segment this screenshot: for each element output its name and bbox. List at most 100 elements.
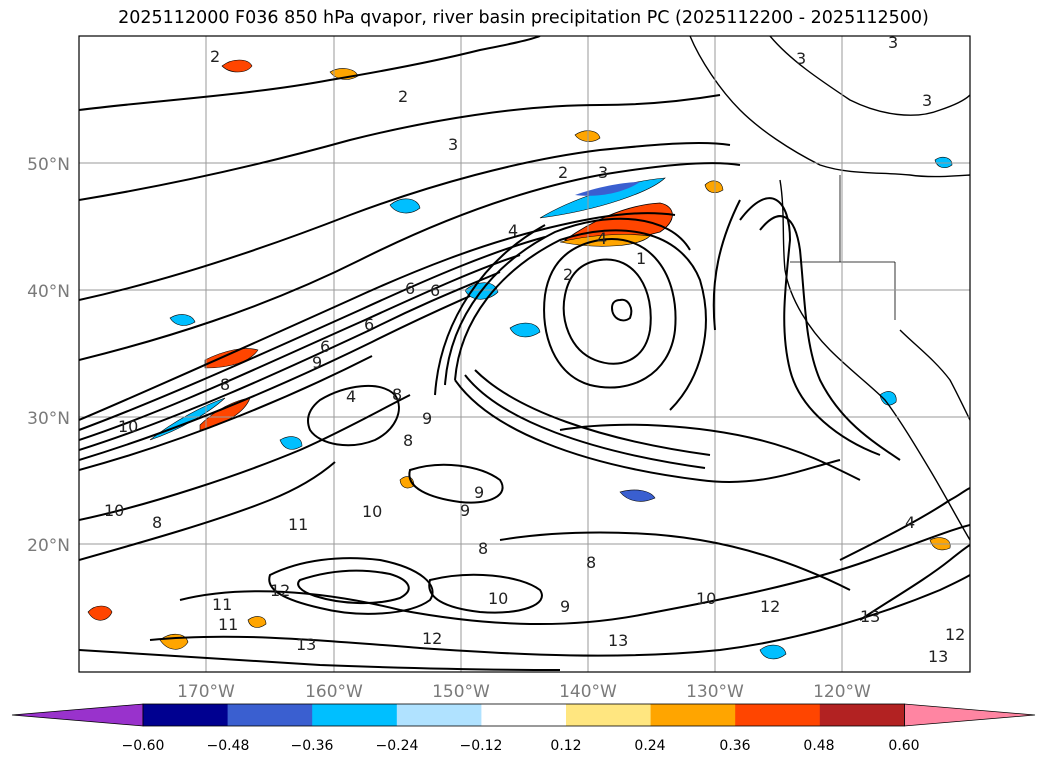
contour-label: 11 xyxy=(218,615,238,634)
contour-line xyxy=(79,212,676,421)
contour-line xyxy=(268,557,434,615)
contour-line xyxy=(149,574,970,657)
contour-line xyxy=(759,215,901,461)
contour-label: 13 xyxy=(928,647,948,666)
contour-line xyxy=(79,94,721,201)
patch-blue xyxy=(879,391,897,406)
patch-darkblue xyxy=(575,182,640,196)
contour-label: 8 xyxy=(586,553,596,572)
contour-label: 8 xyxy=(220,375,230,394)
contour-line xyxy=(562,258,652,365)
contour-line xyxy=(408,463,504,504)
contour-label: 3 xyxy=(598,163,608,182)
colorbar-segment xyxy=(396,704,482,726)
contour-label: 1 xyxy=(636,249,646,268)
patch-red xyxy=(221,59,253,73)
colorbar-segment xyxy=(650,704,736,726)
patch-blue xyxy=(619,489,656,502)
contour-label: 11 xyxy=(288,515,308,534)
lat-label-30n: 30°N xyxy=(27,409,70,429)
lat-label-40n: 40°N xyxy=(27,282,70,302)
contour-label: 2 xyxy=(563,265,573,284)
patch-blue xyxy=(389,198,421,214)
patch-blue xyxy=(759,644,787,660)
colorbar-tick-label: 0.60 xyxy=(888,738,919,754)
contour-label: 6 xyxy=(430,281,440,300)
colorbar xyxy=(11,703,1036,727)
contour-label: 6 xyxy=(405,279,415,298)
contour-label: 4 xyxy=(346,387,356,406)
coastline xyxy=(769,36,970,116)
contour-line xyxy=(179,524,970,626)
contour-label: 4 xyxy=(905,513,915,532)
patch-blue xyxy=(539,177,666,219)
contour-label: 10 xyxy=(104,501,124,520)
contour-label: 8 xyxy=(403,431,413,450)
colorbar-tick-label: 0.12 xyxy=(550,738,581,754)
contour-line xyxy=(610,298,633,322)
colorbar-tick-label: −0.24 xyxy=(376,738,419,754)
lon-label-130w: 130°W xyxy=(686,682,744,702)
contour-line xyxy=(79,271,501,451)
contour-line xyxy=(444,217,691,386)
contour-label: 8 xyxy=(478,539,488,558)
lat-label-50n: 50°N xyxy=(27,155,70,175)
contour-label: 12 xyxy=(760,597,780,616)
lon-label-170w: 170°W xyxy=(177,682,235,702)
patch-red xyxy=(204,348,259,369)
contour-label: 9 xyxy=(560,597,570,616)
lon-label-150w: 150°W xyxy=(432,682,490,702)
contour-label: 4 xyxy=(508,221,518,240)
contour-label: 10 xyxy=(696,589,716,608)
contour-line xyxy=(464,374,706,469)
colorbar-tick-label: −0.60 xyxy=(122,738,165,754)
map-title: 2025112000 F036 850 hPa qvapor, river ba… xyxy=(118,8,929,28)
patch-orange xyxy=(247,616,267,628)
plot-frame xyxy=(78,35,971,673)
contour-line xyxy=(434,224,546,396)
contour-label: 8 xyxy=(152,513,162,532)
qvapor-contours xyxy=(79,36,970,671)
patch-blue xyxy=(509,322,541,338)
coastlines xyxy=(689,36,970,541)
contour-label: 3 xyxy=(922,91,932,110)
contour-label: 8 xyxy=(392,385,402,404)
contour-line xyxy=(79,295,471,461)
colorbar-tick-label: −0.48 xyxy=(207,738,250,754)
contour-label: 6 xyxy=(320,337,330,356)
lon-label-120w: 120°W xyxy=(813,682,871,702)
colorbar-extend-min xyxy=(11,703,144,727)
patch-orange xyxy=(87,605,113,621)
contour-label: 12 xyxy=(945,625,965,644)
colorbar-segment xyxy=(227,704,313,726)
contour-line xyxy=(79,141,731,301)
contour-line xyxy=(839,487,970,561)
contour-label: 10 xyxy=(362,502,382,521)
contour-label: 3 xyxy=(448,135,458,154)
contour-line xyxy=(79,36,541,111)
contour-label: 11 xyxy=(212,595,232,614)
lon-label-160w: 160°W xyxy=(305,682,363,702)
patch-orange xyxy=(704,180,724,194)
lon-label-140w: 140°W xyxy=(559,682,617,702)
coastline xyxy=(689,36,970,178)
contour-label: 10 xyxy=(118,417,138,436)
contour-label: 3 xyxy=(796,49,806,68)
contour-labels: 1 2 2 2 2 3 3 3 3 3 4 4 4 4 6 6 6 6 8 8 … xyxy=(104,33,965,666)
contour-label: 3 xyxy=(888,33,898,52)
colorbar-tick-label: 0.24 xyxy=(634,738,665,754)
contour-label: 2 xyxy=(398,87,408,106)
colorbar-segment xyxy=(143,704,229,726)
coastline xyxy=(899,329,970,421)
colorbar-segment xyxy=(735,704,821,726)
contour-label: 9 xyxy=(460,501,470,520)
contour-line xyxy=(428,573,543,614)
contour-label: 9 xyxy=(474,483,484,502)
contour-label: 10 xyxy=(488,589,508,608)
colorbar-segment xyxy=(481,704,567,726)
patch-blue xyxy=(279,436,303,450)
colorbar-tick-label: −0.12 xyxy=(460,738,503,754)
colorbar-segment xyxy=(566,704,652,726)
contour-label: 13 xyxy=(296,635,316,654)
contour-line xyxy=(79,461,336,561)
